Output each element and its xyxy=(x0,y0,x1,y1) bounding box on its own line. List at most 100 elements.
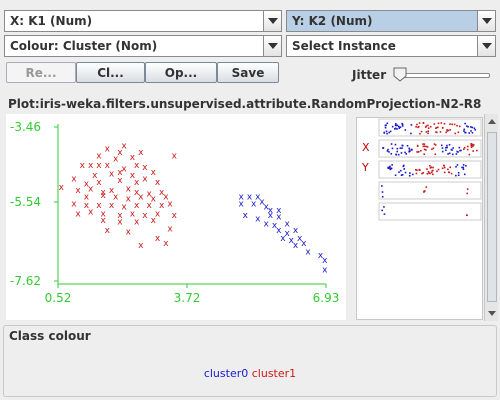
data-point-cluster0[interactable]: x xyxy=(301,239,307,249)
data-point-cluster1[interactable]: x xyxy=(130,209,136,219)
data-point-cluster1[interactable]: x xyxy=(151,194,157,204)
data-point-cluster1[interactable]: x xyxy=(96,161,102,171)
x-axis-select[interactable]: X: K1 (Num) xyxy=(4,10,282,32)
legend-item-cluster0[interactable]: cluster0 xyxy=(203,367,249,380)
legend-item-cluster1[interactable]: cluster1 xyxy=(251,367,297,380)
data-point-cluster1[interactable]: x xyxy=(130,171,136,181)
data-point-cluster0[interactable]: x xyxy=(318,251,324,261)
data-point-cluster0[interactable]: x xyxy=(268,206,274,216)
clear-button[interactable]: Cl... xyxy=(76,62,145,83)
data-point-cluster1[interactable]: x xyxy=(105,145,111,155)
scrollbar-thumb[interactable] xyxy=(487,132,497,302)
data-point-cluster1[interactable]: x xyxy=(151,168,157,178)
data-point-cluster0[interactable]: x xyxy=(243,211,249,221)
data-point-cluster1[interactable]: x xyxy=(142,163,148,173)
chevron-down-icon[interactable] xyxy=(477,11,495,31)
colour-select[interactable]: Colour: Cluster (Nom) xyxy=(4,35,282,57)
data-point-cluster0[interactable]: x xyxy=(305,247,311,257)
data-point-cluster0[interactable]: x xyxy=(297,234,303,244)
data-point-cluster1[interactable]: x xyxy=(59,183,65,193)
data-point-cluster1[interactable]: x xyxy=(134,188,140,198)
data-point-cluster1[interactable]: x xyxy=(121,141,127,151)
instance-select[interactable]: Select Instance xyxy=(286,35,496,57)
data-point-cluster1[interactable]: x xyxy=(100,191,106,201)
data-point-cluster1[interactable]: x xyxy=(121,165,127,175)
data-point-cluster1[interactable]: x xyxy=(163,193,169,203)
data-point-cluster1[interactable]: x xyxy=(159,201,165,211)
reset-button[interactable]: Re... xyxy=(6,62,76,83)
data-point-cluster1[interactable]: x xyxy=(146,201,152,211)
data-point-cluster1[interactable]: x xyxy=(96,151,102,161)
open-button[interactable]: Op... xyxy=(145,62,217,83)
data-point-cluster1[interactable]: x xyxy=(126,184,132,194)
save-button[interactable]: Save xyxy=(217,62,279,83)
data-point-cluster1[interactable]: x xyxy=(138,241,144,251)
data-point-cluster1[interactable]: x xyxy=(88,184,94,194)
data-point-cluster1[interactable]: x xyxy=(134,201,140,211)
data-point-cluster1[interactable]: x xyxy=(117,176,123,186)
attribute-bars-panel[interactable]: X Y xyxy=(356,117,483,320)
data-point-cluster1[interactable]: x xyxy=(134,161,140,171)
data-point-cluster0[interactable]: x xyxy=(268,211,274,221)
data-point-cluster1[interactable]: x xyxy=(167,224,173,234)
data-point-cluster0[interactable]: x xyxy=(251,199,257,209)
data-point-cluster0[interactable]: x xyxy=(293,226,299,236)
data-point-cluster0[interactable]: x xyxy=(322,266,328,276)
data-point-cluster1[interactable]: x xyxy=(138,193,144,203)
data-point-cluster0[interactable]: x xyxy=(322,256,328,266)
data-point-cluster0[interactable]: x xyxy=(276,206,282,216)
data-point-cluster1[interactable]: x xyxy=(155,178,161,188)
data-point-cluster1[interactable]: x xyxy=(134,218,140,228)
data-point-cluster1[interactable]: x xyxy=(71,199,77,209)
chevron-down-icon[interactable] xyxy=(477,36,495,56)
data-point-cluster1[interactable]: x xyxy=(71,175,77,185)
data-point-cluster1[interactable]: x xyxy=(109,170,115,180)
jitter-slider-track[interactable] xyxy=(398,73,490,78)
data-point-cluster1[interactable]: x xyxy=(142,175,148,185)
data-point-cluster1[interactable]: x xyxy=(121,203,127,213)
data-point-cluster1[interactable]: x xyxy=(100,209,106,219)
data-point-cluster1[interactable]: x xyxy=(113,155,119,165)
data-point-cluster0[interactable]: x xyxy=(264,219,270,229)
data-point-cluster0[interactable]: x xyxy=(272,221,278,231)
data-point-cluster1[interactable]: x xyxy=(172,211,178,221)
data-point-cluster1[interactable]: x xyxy=(100,216,106,226)
data-point-cluster1[interactable]: x xyxy=(109,201,115,211)
data-point-cluster1[interactable]: x xyxy=(126,194,132,204)
data-point-cluster1[interactable]: x xyxy=(84,201,90,211)
data-point-cluster1[interactable]: x xyxy=(84,193,90,203)
vertical-scrollbar[interactable] xyxy=(484,114,498,321)
attribute-bars[interactable] xyxy=(357,118,482,319)
data-point-cluster1[interactable]: x xyxy=(75,186,81,196)
jitter-slider-thumb[interactable] xyxy=(393,67,407,82)
data-point-cluster1[interactable]: x xyxy=(117,211,123,221)
data-point-cluster0[interactable]: x xyxy=(255,193,261,203)
scatter-plot-canvas[interactable]: 0.52 3.72 6.93-3.46-5.54-7.62 x xx xx x x xx x x x… xyxy=(6,114,346,320)
data-point-cluster1[interactable]: x xyxy=(117,218,123,228)
data-point-cluster1[interactable]: x xyxy=(155,234,161,244)
data-point-cluster0[interactable]: x xyxy=(247,193,253,203)
data-point-cluster1[interactable]: x xyxy=(84,179,90,189)
data-point-cluster1[interactable]: x xyxy=(142,211,148,221)
data-point-cluster0[interactable]: x xyxy=(276,226,282,236)
data-point-cluster1[interactable]: x xyxy=(155,209,161,219)
data-point-cluster1[interactable]: x xyxy=(134,178,140,188)
data-point-cluster1[interactable]: x xyxy=(172,151,178,161)
scroll-down-icon[interactable] xyxy=(487,307,497,319)
chevron-down-icon[interactable] xyxy=(263,11,281,31)
data-point-cluster1[interactable]: x xyxy=(167,199,173,209)
data-point-cluster1[interactable]: x xyxy=(96,201,102,211)
scroll-up-icon[interactable] xyxy=(487,116,497,128)
chevron-down-icon[interactable] xyxy=(263,36,281,56)
data-point-cluster0[interactable]: x xyxy=(255,214,261,224)
data-point-cluster1[interactable]: x xyxy=(100,188,106,198)
data-point-cluster1[interactable]: x xyxy=(105,161,111,171)
data-point-cluster0[interactable]: x xyxy=(238,199,244,209)
data-point-cluster1[interactable]: x xyxy=(88,161,94,171)
data-point-cluster0[interactable]: x xyxy=(284,219,290,229)
data-point-cluster1[interactable]: x xyxy=(163,239,169,249)
data-point-cluster0[interactable]: x xyxy=(264,203,270,213)
data-point-cluster1[interactable]: x xyxy=(109,186,115,196)
data-point-cluster1[interactable]: x xyxy=(113,193,119,203)
